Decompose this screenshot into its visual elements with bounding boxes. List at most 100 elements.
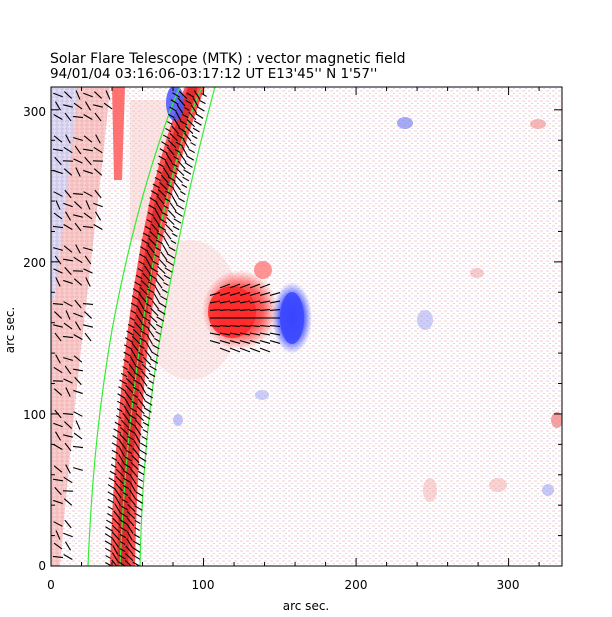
- field-vector: [122, 412, 130, 422]
- field-vector: [157, 188, 167, 198]
- field-vector: [163, 237, 170, 247]
- field-vector: [143, 414, 151, 420]
- field-vector: [133, 440, 140, 450]
- field-vector: [178, 127, 187, 133]
- field-vector: [136, 484, 144, 490]
- field-vector: [139, 253, 147, 259]
- field-vector: [73, 389, 83, 395]
- y-tick-label: 100: [23, 408, 46, 422]
- field-vector: [157, 225, 167, 231]
- field-vector: [132, 386, 140, 392]
- field-vector: [249, 292, 261, 296]
- field-vector: [239, 283, 251, 289]
- field-vector: [137, 268, 144, 272]
- field-vector: [84, 101, 92, 111]
- field-vector: [113, 428, 122, 434]
- field-vector: [130, 309, 137, 315]
- field-vector: [93, 168, 103, 176]
- field-vector: [134, 426, 142, 436]
- field-vector: [269, 324, 281, 328]
- field-vector: [229, 347, 241, 353]
- field-vector: [138, 456, 147, 462]
- field-vector: [105, 555, 111, 559]
- field-vector: [83, 268, 93, 274]
- field-vector: [182, 176, 190, 182]
- field-vector: [156, 316, 165, 322]
- field-vector: [53, 191, 63, 197]
- field-vector: [155, 202, 163, 212]
- field-vector: [108, 477, 117, 483]
- field-vector: [127, 421, 137, 427]
- field-vector: [137, 307, 144, 317]
- field-vector: [170, 240, 177, 244]
- field-vector: [107, 484, 117, 490]
- field-vector: [171, 162, 178, 168]
- field-vector: [169, 169, 178, 175]
- field-vector: [165, 153, 173, 163]
- field-vector: [131, 342, 139, 352]
- field-vector: [156, 232, 165, 238]
- field-vector: [83, 191, 93, 197]
- field-vector: [114, 496, 121, 506]
- field-vector: [73, 158, 83, 164]
- positive-patch-small: [530, 119, 546, 129]
- field-vector: [178, 197, 185, 203]
- field-vector: [63, 498, 73, 506]
- field-vector: [229, 292, 241, 296]
- field-vector: [107, 513, 113, 517]
- field-vector: [112, 517, 121, 527]
- field-vector: [259, 324, 271, 328]
- field-vector: [134, 512, 142, 518]
- field-vector: [55, 277, 61, 287]
- field-vector: [124, 391, 132, 401]
- field-vector: [132, 554, 141, 560]
- field-vector: [160, 251, 168, 261]
- field-vector: [219, 300, 231, 304]
- field-vector: [155, 323, 163, 329]
- field-vector: [119, 519, 128, 525]
- field-vector: [152, 260, 159, 266]
- field-vector: [148, 281, 156, 287]
- field-vector: [190, 142, 196, 146]
- field-vector: [63, 146, 73, 154]
- field-vector: [219, 347, 231, 353]
- field-vector: [183, 132, 192, 142]
- field-vector: [153, 216, 160, 226]
- field-vector: [95, 134, 101, 144]
- field-vector: [105, 526, 114, 532]
- field-vector: [128, 414, 137, 420]
- field-vector: [63, 434, 73, 438]
- field-vector: [219, 324, 231, 328]
- field-vector: [73, 214, 83, 218]
- field-vector: [113, 510, 121, 520]
- field-vector: [161, 211, 169, 217]
- field-vector: [249, 283, 261, 289]
- field-vector: [156, 170, 162, 174]
- field-vector: [165, 260, 174, 266]
- field-vector: [131, 295, 140, 301]
- field-vector: [131, 454, 140, 464]
- field-vector: [83, 92, 93, 98]
- positive-patch-small: [489, 478, 507, 492]
- field-vector: [249, 332, 261, 336]
- field-vector: [129, 482, 136, 492]
- field-vector: [145, 258, 152, 268]
- strong-positive-core: [117, 87, 198, 566]
- field-vector: [139, 337, 147, 343]
- field-vector: [197, 106, 205, 112]
- field-vector: [75, 90, 81, 100]
- y-tick-label: 200: [23, 256, 46, 270]
- field-vector: [93, 104, 103, 108]
- positive-patch-small: [423, 478, 437, 502]
- field-vector: [134, 321, 143, 331]
- field-vector: [124, 559, 132, 566]
- field-vector: [53, 388, 63, 396]
- field-vector: [83, 311, 93, 319]
- field-vector: [239, 300, 251, 304]
- field-vector: [164, 197, 171, 203]
- field-vector: [122, 477, 131, 483]
- field-vector: [161, 141, 170, 147]
- field-vector: [63, 104, 73, 108]
- field-vector: [73, 355, 83, 363]
